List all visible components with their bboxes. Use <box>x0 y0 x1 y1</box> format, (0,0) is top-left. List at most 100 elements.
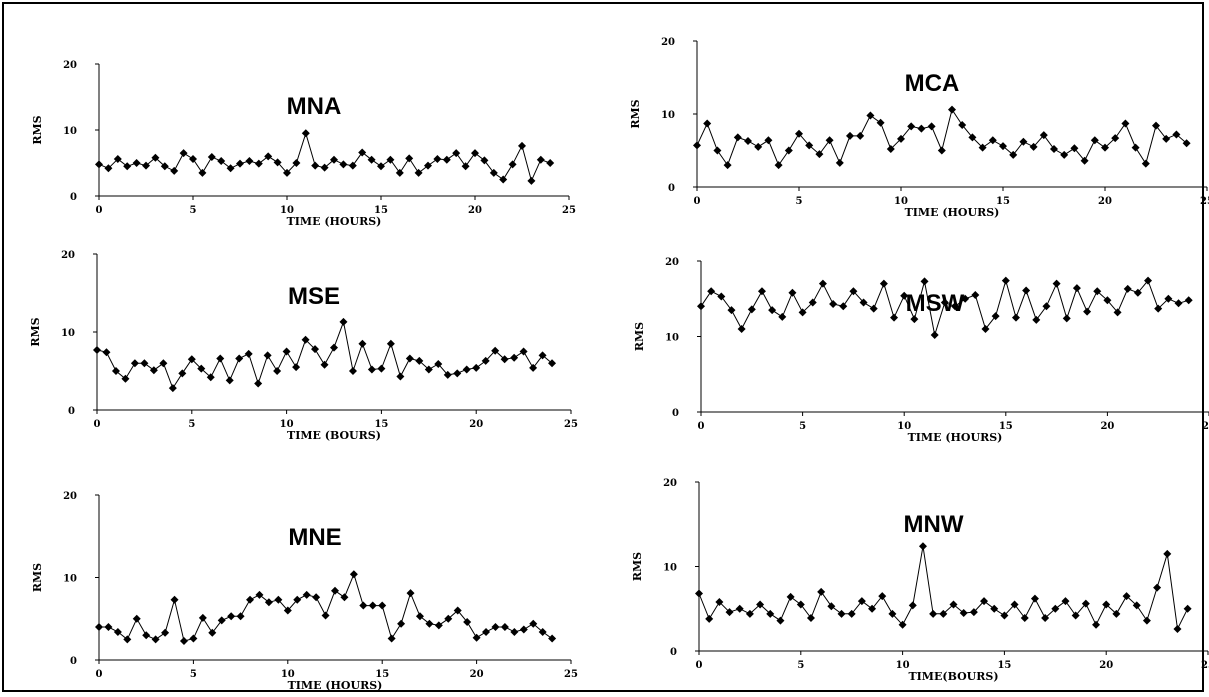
data-point <box>255 590 264 599</box>
data-point <box>481 356 490 365</box>
data-point <box>151 635 160 644</box>
data-point <box>443 370 452 379</box>
data-point <box>1019 137 1028 146</box>
y-tick-label: 10 <box>63 126 77 137</box>
data-point <box>414 168 423 177</box>
data-point <box>876 118 885 127</box>
x-tick-label: 20 <box>1099 660 1113 671</box>
data-point <box>988 136 997 145</box>
x-tick-label: 10 <box>280 205 294 216</box>
data-point <box>330 155 338 164</box>
data-point <box>1081 599 1090 608</box>
data-point <box>546 159 555 167</box>
x-tick-label: 15 <box>996 196 1010 207</box>
data-point <box>815 150 824 159</box>
data-point <box>536 155 545 164</box>
data-point <box>1052 279 1061 288</box>
data-point <box>198 168 207 177</box>
y-tick-label: 0 <box>670 647 677 658</box>
series-line <box>96 320 553 390</box>
data-point <box>282 347 291 356</box>
data-point <box>886 145 895 154</box>
x-tick-label: 20 <box>469 419 483 430</box>
data-point <box>774 161 783 170</box>
x-tick-label: 10 <box>896 660 910 671</box>
data-point <box>1072 284 1081 293</box>
data-point <box>406 589 415 598</box>
data-point <box>1022 286 1031 295</box>
data-point <box>140 359 149 368</box>
data-point <box>538 351 547 360</box>
data-point <box>387 634 396 643</box>
data-point <box>104 164 113 173</box>
data-point <box>142 161 150 170</box>
data-point <box>857 597 866 606</box>
data-point <box>878 592 887 601</box>
data-point <box>849 287 858 296</box>
data-point <box>715 597 724 606</box>
chart-msw: 0 5 10 15 20 25 0 10 20 TIME (HOURS) RMS MSW <box>633 257 1209 444</box>
data-point <box>888 609 897 618</box>
data-point <box>132 614 141 623</box>
data-point <box>756 600 765 609</box>
data-point <box>837 609 846 618</box>
data-point <box>937 146 946 155</box>
data-point <box>1123 284 1132 293</box>
data-point <box>796 600 805 609</box>
data-point <box>907 122 916 131</box>
data-point <box>788 288 797 297</box>
data-point <box>786 592 795 601</box>
data-point <box>1182 139 1191 148</box>
data-point <box>968 133 977 142</box>
data-point <box>1113 308 1122 317</box>
data-point <box>768 306 777 315</box>
data-point <box>744 137 752 146</box>
data-point <box>472 633 481 642</box>
data-point <box>948 105 956 114</box>
chart-title: MNE <box>288 524 341 551</box>
data-point <box>189 155 197 164</box>
data-point <box>538 627 547 636</box>
data-point <box>939 609 948 618</box>
data-point <box>444 614 453 623</box>
data-point <box>142 631 151 640</box>
data-point <box>1132 601 1141 610</box>
data-point <box>187 355 196 364</box>
data-point <box>1101 143 1109 152</box>
data-point <box>717 292 726 301</box>
data-point <box>377 162 385 171</box>
data-point <box>1009 150 1018 159</box>
data-point <box>745 609 754 618</box>
data-point <box>776 616 785 625</box>
data-point <box>348 161 357 170</box>
data-point <box>778 312 787 321</box>
data-point <box>149 366 158 375</box>
data-point <box>1163 549 1172 558</box>
data-point <box>349 570 358 579</box>
data-point <box>1141 159 1150 168</box>
data-point <box>1010 600 1019 609</box>
data-point <box>969 608 978 617</box>
data-point <box>113 155 122 164</box>
data-point <box>95 623 103 631</box>
data-point <box>958 120 967 129</box>
data-point <box>754 142 763 151</box>
data-point <box>908 601 917 610</box>
data-point <box>806 614 815 623</box>
data-point <box>1093 287 1102 296</box>
data-point <box>917 124 926 133</box>
data-point <box>348 367 357 375</box>
data-point <box>1174 299 1183 308</box>
data-point <box>1162 134 1171 143</box>
x-tick-label: 15 <box>375 669 389 680</box>
y-tick-label: 0 <box>668 183 675 194</box>
data-point <box>927 122 936 131</box>
data-point <box>817 587 826 596</box>
data-point <box>179 637 188 646</box>
x-axis-title: TIME(BOURS) <box>908 670 998 683</box>
x-axis-title: TIME (HOURS) <box>288 679 383 692</box>
data-point <box>217 616 226 625</box>
data-point <box>499 175 508 184</box>
data-point <box>244 349 253 358</box>
